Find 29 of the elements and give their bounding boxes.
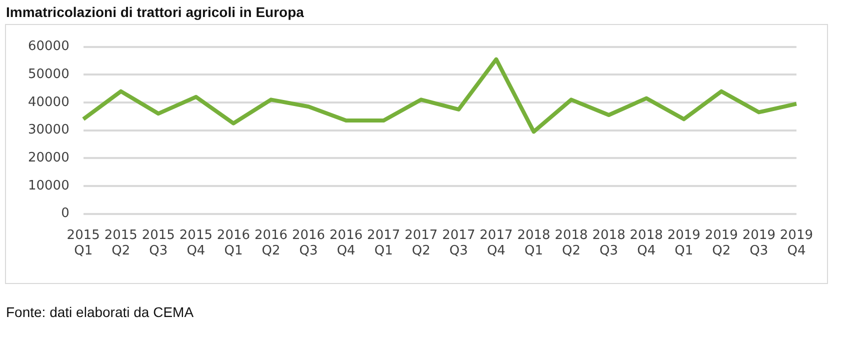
x-tick-label: 2017 Q1 [367,228,400,259]
x-tick-label: 2019 Q4 [780,228,814,259]
x-tick-label: 2015 Q4 [179,228,212,259]
y-tick-label: 40000 [28,94,70,110]
x-tick-label: 2015 Q1 [66,228,100,259]
x-tick-label: 2019 Q1 [667,228,700,259]
x-tick-label: 2016 Q3 [292,228,326,259]
x-tick-label: 2017 Q4 [480,228,513,259]
x-tick-label: 2018 Q3 [592,228,626,259]
y-tick-label: 20000 [28,150,70,166]
y-tick-label: 60000 [28,39,70,54]
y-tick-label: 30000 [28,122,70,138]
y-tick-label: 10000 [28,178,70,194]
x-tick-label: 2016 Q1 [216,228,250,259]
x-tick-label: 2016 Q4 [330,228,363,259]
x-tick-label: 2019 Q2 [704,228,738,259]
x-tick-label: 2015 Q2 [104,228,138,259]
chart-title: Immatricolazioni di trattori agricoli in Europa [6,4,304,20]
y-tick-label: 50000 [28,67,70,82]
x-tick-label: 2018 Q1 [517,228,550,259]
y-tick-label: 0 [61,206,70,222]
x-tick-label: 2016 Q2 [254,228,288,259]
x-tick-label: 2017 Q2 [404,228,438,259]
x-tick-label: 2018 Q2 [554,228,588,259]
x-tick-label: 2019 Q3 [742,228,776,259]
x-tick-label: 2017 Q3 [442,228,476,259]
x-tick-label: 2015 Q3 [142,228,175,259]
x-tick-label: 2018 Q4 [630,228,663,259]
source-note: Fonte: dati elaborati da CEMA [6,304,194,320]
